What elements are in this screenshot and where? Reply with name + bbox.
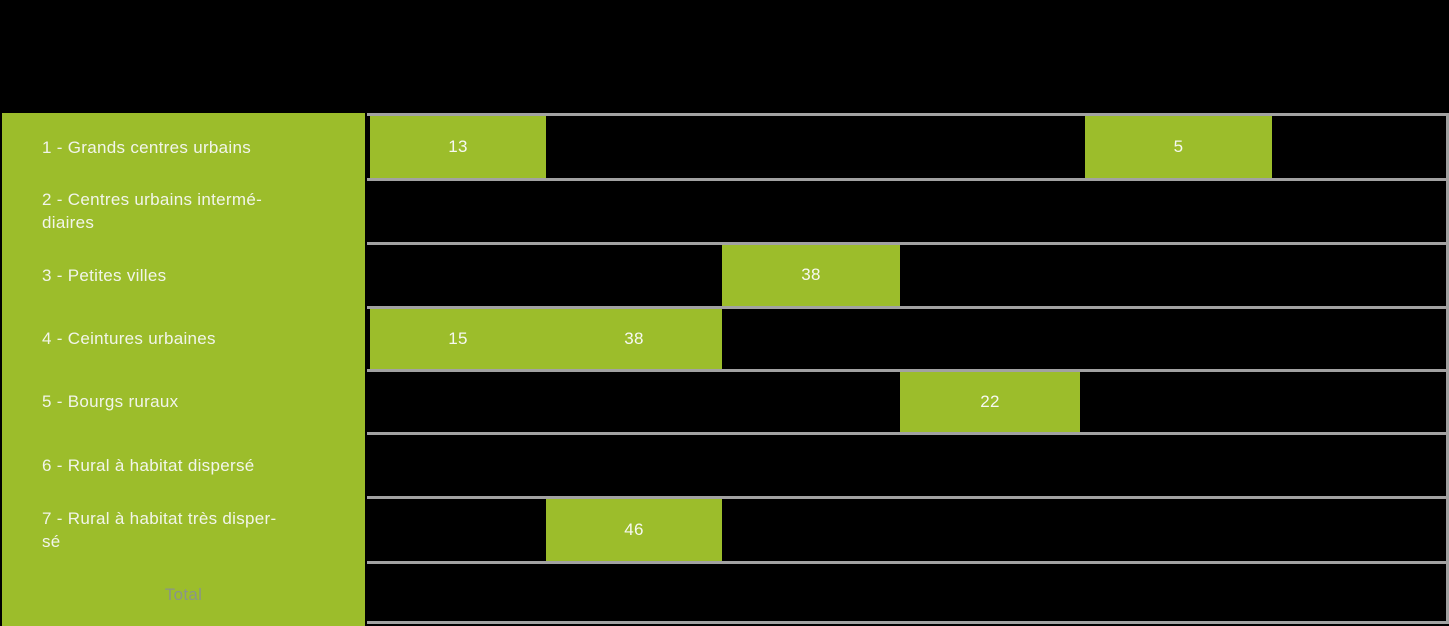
row-label-rural-habitat-tres-disperse: 7 - Rural à habitat très disper- sé: [42, 508, 277, 551]
highlighted-cell-row1-col5: 5: [1085, 116, 1272, 178]
grid-line-top: [367, 113, 1449, 116]
highlighted-cell-row5-col4: 22: [900, 371, 1080, 432]
grid-line-row6: [367, 496, 1449, 499]
grid-line-row7: [367, 561, 1449, 564]
highlighted-cell-row4-col1: 15: [370, 308, 546, 369]
grid-line-row2: [367, 242, 1449, 245]
grid-line-row3: [367, 306, 1449, 309]
row-label-petites-villes: 3 - Petites villes: [42, 265, 167, 285]
grid-line-bottom: [367, 621, 1449, 624]
row-label-bourgs-ruraux: 5 - Bourgs ruraux: [42, 392, 179, 411]
grid-line-row5: [367, 432, 1449, 435]
row-label-rural-habitat-disperse: 6 - Rural à habitat dispersé: [42, 455, 255, 475]
highlighted-cell-row7-col2: 46: [546, 498, 722, 561]
row-label-total: Total: [164, 584, 203, 604]
highlighted-cell-row4-col2: 38: [546, 308, 722, 369]
grid-line-row1: [367, 178, 1449, 181]
grid-line-right: [1446, 113, 1449, 624]
row-label-ceintures-urbaines: 4 - Ceintures urbaines: [42, 329, 216, 348]
category-column-background: [2, 113, 365, 626]
row-label-centres-urbains-intermediaires: 2 - Centres urbains intermé- diaires: [42, 190, 263, 232]
grid-line-row4: [367, 369, 1449, 372]
highlighted-cell-row3-col3: 38: [722, 244, 900, 306]
row-label-grands-centres-urbains: 1 - Grands centres urbains: [42, 137, 252, 157]
highlighted-cell-row1-col1: 13: [370, 116, 546, 178]
